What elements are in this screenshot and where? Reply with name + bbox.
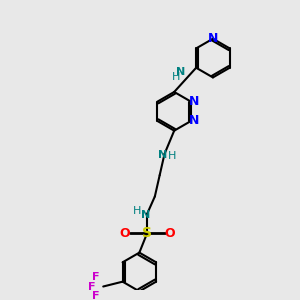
Text: F: F [88,281,95,292]
Text: O: O [164,227,175,240]
Text: H: H [172,72,181,82]
Text: N: N [176,67,185,77]
Text: O: O [119,227,130,240]
Text: N: N [140,210,150,220]
Text: N: N [208,32,218,45]
Text: F: F [92,291,99,300]
Text: N: N [189,95,199,108]
Text: F: F [92,272,99,282]
Text: H: H [168,151,176,161]
Text: N: N [158,150,167,160]
Text: H: H [133,206,142,216]
Text: S: S [142,226,152,240]
Text: N: N [189,115,199,128]
